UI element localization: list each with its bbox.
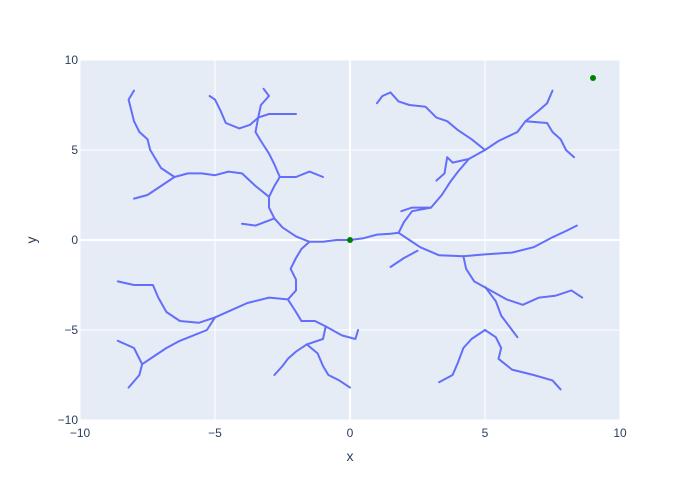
tree-branch-line (438, 329, 486, 384)
tree-branch-line (254, 87, 311, 243)
tick-labels: −10 −5 0 5 10 −10 −5 0 5 10 (58, 53, 627, 440)
tree-branch-line (133, 170, 270, 200)
scatter-point (590, 75, 596, 81)
tree-branch-line (462, 255, 584, 306)
tree-branch-line (278, 170, 324, 178)
y-tick-label: −5 (64, 323, 78, 337)
tree-branch-line (127, 89, 176, 178)
x-tick-label: 10 (613, 426, 627, 440)
tree-branch-line (305, 343, 351, 389)
tree-branch-line (435, 156, 470, 182)
series-layer (116, 87, 584, 391)
tree-branch-line (400, 206, 432, 213)
tree-branch-line (389, 249, 419, 268)
tree-branch-line (376, 91, 486, 151)
tree-branch-line (116, 339, 144, 366)
tree-branch-line (208, 95, 260, 130)
x-tick-label: 5 (482, 426, 489, 440)
tree-branch-line (324, 325, 360, 340)
tree-branch-line (241, 217, 276, 227)
y-axis-title: y (23, 237, 39, 244)
tree-branch-line (116, 280, 289, 324)
x-tick-label: −5 (208, 426, 222, 440)
marker-layer (347, 75, 596, 243)
tree-branch-line (484, 329, 562, 391)
tree-branch-line (524, 120, 576, 159)
tree-branch-line (257, 113, 297, 119)
scatter-point (347, 237, 353, 243)
tree-branch-line (127, 316, 216, 389)
x-tick-label: −10 (70, 426, 91, 440)
y-tick-label: 5 (71, 143, 78, 157)
y-tick-label: −10 (58, 413, 79, 427)
x-axis-title: x (347, 448, 354, 464)
tree-branch-line (349, 224, 578, 258)
tree-branch-line (286, 239, 351, 322)
x-tick-label: 0 (347, 426, 354, 440)
y-tick-label: 0 (71, 233, 78, 247)
tree-branch-line (484, 285, 519, 339)
y-tick-label: 10 (65, 53, 79, 67)
